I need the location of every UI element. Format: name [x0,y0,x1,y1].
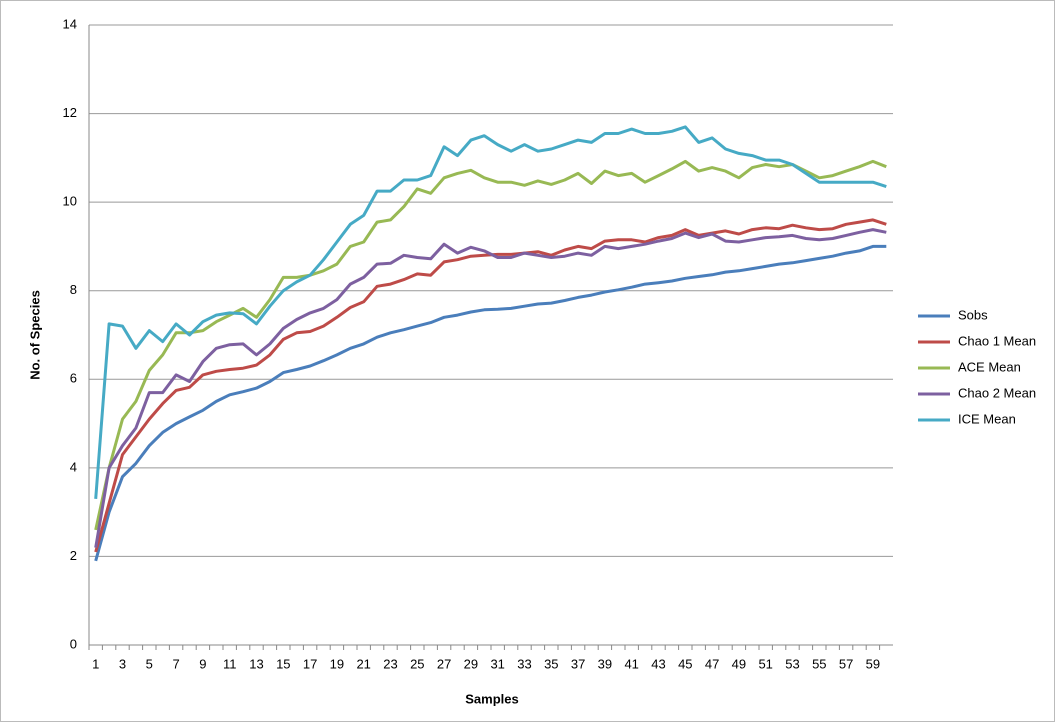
x-tick-label: 15 [276,656,290,671]
y-tick-label: 4 [70,459,77,474]
y-tick-label: 12 [63,105,77,120]
x-tick-label: 21 [356,656,370,671]
line-series [94,125,887,500]
x-tick-label: 29 [464,656,478,671]
x-tick-label: 59 [866,656,880,671]
x-tick-label: 57 [839,656,853,671]
x-tick-label: 19 [330,656,344,671]
x-tick-label: 17 [303,656,317,671]
x-tick-label: 35 [544,656,558,671]
x-tick-label: 33 [517,656,531,671]
y-tick-label: 0 [70,636,77,651]
x-tick-label: 7 [172,656,179,671]
x-tick-label: 23 [383,656,397,671]
legend-label: ICE Mean [958,411,1016,426]
x-tick-label: 47 [705,656,719,671]
x-tick-label: 25 [410,656,424,671]
x-tick-label: 27 [437,656,451,671]
legend-label: Chao 2 Mean [958,385,1036,400]
x-tick-label: 37 [571,656,585,671]
x-tick-label: 5 [146,656,153,671]
x-tick-label: 13 [249,656,263,671]
x-tick-label: 53 [785,656,799,671]
x-tick-label: 31 [490,656,504,671]
legend-label: Sobs [958,307,988,322]
line-series [94,159,887,531]
x-tick-label: 55 [812,656,826,671]
x-tick-label: 49 [732,656,746,671]
x-tick-label: 41 [624,656,638,671]
y-tick-label: 8 [70,282,77,297]
x-tick-label: 11 [223,656,237,671]
x-tick-label: 1 [92,656,99,671]
x-tick-label: 3 [119,656,126,671]
line-series [94,228,887,548]
line-series [94,244,887,562]
y-tick-label: 10 [63,194,77,209]
x-tick-label: 43 [651,656,665,671]
x-tick-label: 39 [598,656,612,671]
x-tick-label: 45 [678,656,692,671]
x-tick-label: 9 [199,656,206,671]
y-tick-label: 6 [70,371,77,386]
legend-label: Chao 1 Mean [958,333,1036,348]
y-axis-title: No. of Species [27,290,42,380]
legend-label: ACE Mean [958,359,1021,374]
y-tick-label: 14 [63,16,77,31]
x-tick-label: 51 [758,656,772,671]
y-tick-label: 2 [70,548,77,563]
x-axis-title: Samples [465,691,518,706]
